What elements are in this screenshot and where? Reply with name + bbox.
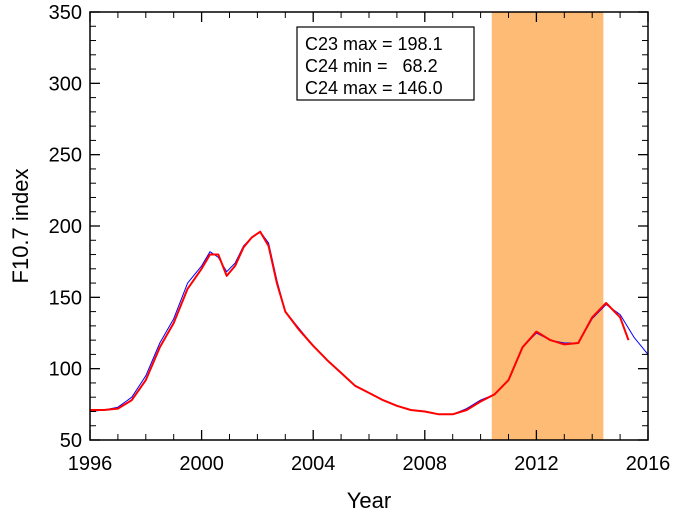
x-tick-label: 2004 — [291, 453, 336, 475]
x-tick-label: 2012 — [514, 453, 559, 475]
legend-c24-min: C24 min = 68.2 — [305, 56, 438, 76]
smoothed-f107-line — [90, 230, 630, 416]
y-tick-label: 100 — [49, 359, 82, 381]
legend-box: C23 max = 198.1 C24 min = 68.2 C24 max =… — [296, 26, 475, 101]
x-tick-label: 2000 — [179, 453, 224, 475]
legend-c23-max: C23 max = 198.1 — [305, 34, 443, 54]
series-layer — [89, 230, 649, 416]
y-tick-label: 50 — [60, 430, 82, 452]
ticks-layer: 1996 2000 2004 2008 2012 2016 50 100 150 200 250 30… — [49, 2, 671, 475]
legend-c24-max: C24 max = 146.0 — [305, 78, 443, 98]
x-axis-label: Year — [347, 488, 391, 513]
y-tick-label: 200 — [49, 216, 82, 238]
x-tick-label: 2016 — [626, 453, 671, 475]
y-tick-label: 250 — [49, 145, 82, 167]
legend-frame — [296, 26, 475, 101]
x-tick-label: 2008 — [403, 453, 448, 475]
y-tick-label: 150 — [49, 287, 82, 309]
y-axis-label: F10.7 index — [8, 169, 33, 284]
y-tick-label: 350 — [49, 2, 82, 24]
highlight-region — [491, 12, 604, 440]
x-tick-label: 1996 — [68, 453, 113, 475]
y-tick-label: 300 — [49, 73, 82, 95]
